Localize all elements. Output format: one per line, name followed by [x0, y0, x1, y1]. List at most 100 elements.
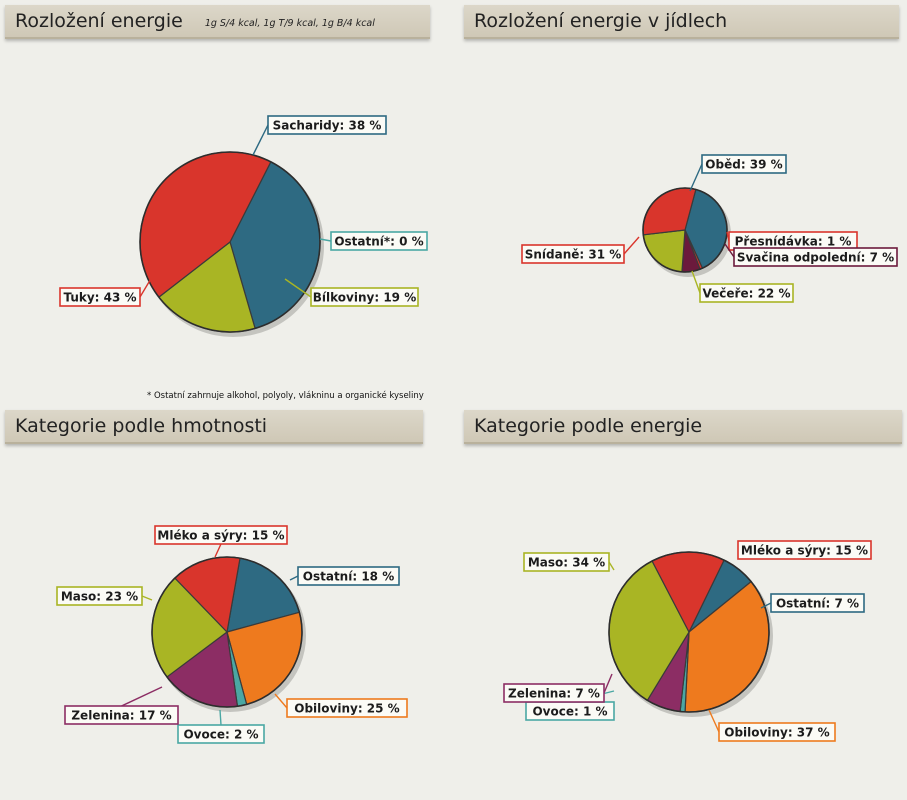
data-label: Mléko a sýry: 15 %	[737, 540, 872, 560]
label-leader-line	[689, 163, 703, 192]
data-label: Svačina odpolední: 7 %	[724, 243, 898, 267]
label-text: Večeře: 22 %	[703, 287, 791, 301]
label-leader-line	[603, 673, 613, 694]
label-text: Tuky: 43 %	[63, 291, 136, 305]
data-label: Maso: 23 %	[56, 586, 153, 606]
label-leader-line	[760, 602, 772, 609]
panel-header: Rozložení energie 1g S/4 kcal, 1g T/9 kc…	[5, 5, 430, 39]
panel-title: Kategorie podle energie	[474, 415, 703, 437]
energy-pie-chart: Sacharidy: 38 % Ostatní*: 0 % Bílkoviny: 1…	[59, 115, 428, 337]
label-text: Ostatní: 18 %	[303, 570, 394, 584]
label-box	[503, 683, 605, 703]
label-leader-line	[274, 693, 288, 709]
label-text: Ostatní: 7 %	[776, 597, 859, 611]
panel-title: Rozložení energie v jídlech	[474, 10, 728, 32]
pie-rim	[151, 556, 303, 708]
panel-header: Rozložení energie v jídlech	[464, 5, 899, 39]
label-text: Obiloviny: 25 %	[294, 702, 399, 716]
weight-category-panel: Kategorie podle hmotnosti Ostatní: 18 % O…	[5, 410, 445, 800]
data-label: Obiloviny: 37 %	[708, 709, 836, 742]
label-box	[310, 287, 419, 307]
energy-distribution-panel: Rozložení energie 1g S/4 kcal, 1g T/9 kc…	[5, 5, 445, 401]
label-leader-line	[623, 236, 640, 255]
pie-rim	[642, 187, 728, 273]
label-box	[297, 566, 400, 586]
label-leader-line	[289, 575, 299, 581]
label-box	[733, 247, 898, 267]
label-text: Ovoce: 2 %	[183, 728, 258, 742]
data-label: Zelenina: 17 %	[64, 686, 179, 725]
label-box	[330, 231, 428, 251]
label-text: Ostatní*: 0 %	[334, 235, 423, 249]
label-leader-line	[608, 561, 615, 571]
label-text: Bílkoviny: 19 %	[313, 291, 416, 305]
label-text: Snídaně: 31 %	[525, 248, 622, 262]
energy-category-pie-chart: Ostatní: 7 % Obiloviny: 37 % Ovoce: 1 % Zel…	[503, 540, 872, 742]
label-box	[56, 586, 143, 606]
label-leader-line	[724, 243, 735, 258]
label-box	[770, 593, 865, 613]
data-label: Ovoce: 2 %	[177, 709, 265, 744]
label-text: Přesnídávka: 1 %	[735, 235, 852, 249]
label-text: Mléko a sýry: 15 %	[157, 529, 284, 543]
label-box	[64, 705, 179, 725]
data-label: Zelenina: 7 %	[503, 673, 613, 703]
data-label: Ostatní: 7 %	[760, 593, 865, 613]
label-box	[154, 525, 288, 545]
footnote: * Ostatní zahrnuje alkohol, polyoly, vlá…	[147, 391, 424, 401]
weight-pie-chart: Ostatní: 18 % Obiloviny: 25 % Ovoce: 2 % Ze…	[56, 525, 408, 744]
label-leader-line	[691, 270, 701, 294]
data-label: Obiloviny: 25 %	[274, 693, 408, 718]
panel-title: Kategorie podle hmotnosti	[15, 415, 268, 437]
label-text: Zelenina: 17 %	[71, 709, 171, 723]
label-leader-line	[219, 709, 222, 726]
meal-pie-chart: Oběd: 39 % Přesnídávka: 1 % Svačina odpole…	[521, 154, 898, 303]
data-label: Snídaně: 31 %	[521, 236, 640, 264]
label-text: Oběd: 39 %	[705, 158, 782, 172]
label-leader-line	[319, 238, 332, 242]
label-text: Mléko a sýry: 15 %	[741, 544, 868, 558]
pie-rim	[139, 151, 321, 333]
label-box	[718, 722, 836, 742]
energy-category-panel: Kategorie podle energie Ostatní: 7 % Obil…	[464, 410, 904, 800]
label-leader-line	[284, 278, 312, 298]
label-leader-line	[121, 686, 163, 707]
data-label: Přesnídávka: 1 %	[726, 231, 858, 251]
label-box	[59, 287, 141, 307]
label-leader-line	[139, 271, 156, 298]
panel-subtitle: 1g S/4 kcal, 1g T/9 kcal, 1g B/4 kcal	[204, 17, 375, 29]
label-text: Zelenina: 7 %	[508, 687, 600, 701]
data-label: Ovoce: 1 %	[525, 690, 615, 721]
label-box	[701, 154, 787, 174]
label-leader-line	[214, 543, 222, 558]
label-leader-line	[252, 124, 269, 156]
meal-energy-panel: Rozložení energie v jídlech Oběd: 39 % Př…	[464, 5, 904, 395]
label-text: Svačina odpolední: 7 %	[737, 251, 894, 265]
data-label: Večeře: 22 %	[691, 270, 794, 303]
label-box	[737, 540, 872, 560]
data-label: Tuky: 43 %	[59, 271, 156, 307]
data-label: Mléko a sýry: 15 %	[154, 525, 288, 558]
data-label: Bílkoviny: 19 %	[284, 278, 419, 307]
label-box	[699, 283, 794, 303]
data-label: Maso: 34 %	[523, 552, 615, 572]
pie-rim	[608, 551, 770, 713]
data-label: Ostatní*: 0 %	[319, 231, 428, 251]
label-text: Maso: 34 %	[528, 556, 605, 570]
data-label: Sacharidy: 38 %	[252, 115, 387, 156]
label-box	[267, 115, 387, 135]
label-text: Ovoce: 1 %	[532, 705, 607, 719]
panel-title: Rozložení energie	[15, 10, 183, 32]
data-label: Oběd: 39 %	[689, 154, 787, 192]
panel-header: Kategorie podle energie	[464, 410, 902, 444]
label-box	[521, 244, 625, 264]
label-box	[286, 698, 408, 718]
label-box	[523, 552, 610, 572]
label-leader-line	[141, 595, 153, 601]
label-text: Maso: 23 %	[61, 590, 138, 604]
panel-header: Kategorie podle hmotnosti	[5, 410, 423, 444]
label-text: Obiloviny: 37 %	[724, 726, 829, 740]
label-box	[177, 724, 265, 744]
data-label: Ostatní: 18 %	[289, 566, 400, 586]
label-text: Sacharidy: 38 %	[273, 119, 382, 133]
